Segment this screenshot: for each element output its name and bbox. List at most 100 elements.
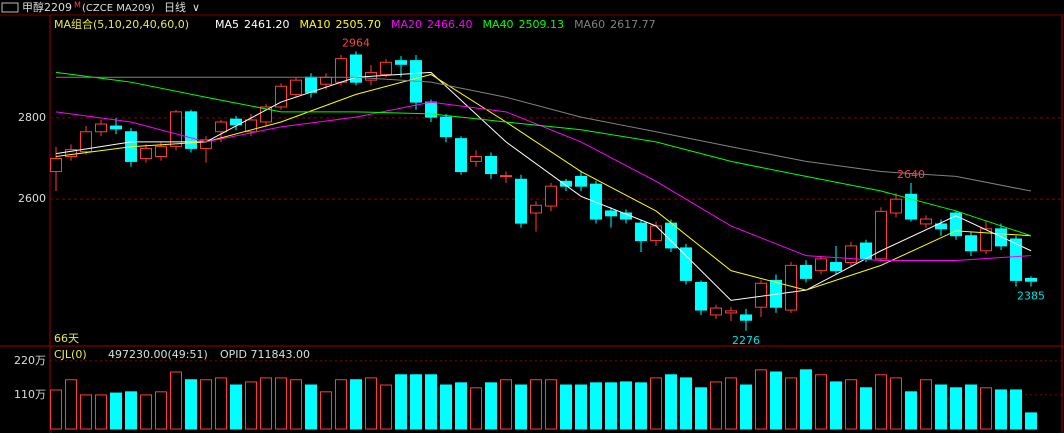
volume-opid: OPID 711843.00 (220, 348, 310, 361)
volume-bar (500, 379, 512, 430)
legend-name[interactable]: MA5 (215, 18, 239, 31)
ma-line (56, 76, 1032, 192)
volume-bar (320, 391, 332, 430)
volume-bar (695, 387, 707, 430)
y-tick-label: 220万 (14, 354, 46, 367)
volume-bar (815, 374, 827, 430)
legend-value: 2461.20 (244, 18, 290, 31)
candle-body (440, 116, 452, 138)
volume-bar (920, 379, 932, 430)
candle-body (650, 225, 662, 242)
volume-bar (935, 384, 947, 430)
candle-body (890, 198, 902, 214)
volume-bar (65, 379, 77, 430)
legend-name[interactable]: MA40 (483, 18, 514, 31)
candle-body (800, 264, 812, 279)
candle-body (485, 156, 497, 175)
volume-bar (185, 379, 197, 430)
volume-bar (155, 391, 167, 430)
candle-body (995, 228, 1007, 247)
candle-body (530, 204, 542, 214)
volume-bar (635, 382, 647, 430)
legend-name[interactable]: MA20 (391, 18, 422, 31)
volume-bar (290, 379, 302, 430)
volume-bar (1025, 412, 1037, 430)
candle-body (245, 119, 257, 133)
volume-bar (395, 374, 407, 430)
y-tick-label: 2800 (18, 111, 46, 124)
volume-bar (590, 382, 602, 430)
period[interactable]: 日线 (164, 0, 186, 14)
candle-body (935, 223, 947, 230)
candle-body (65, 149, 77, 158)
candle-body (335, 58, 347, 83)
legend-value: 2509.13 (519, 18, 565, 31)
volume-bar (605, 382, 617, 430)
candle-body (965, 235, 977, 252)
candle-body (50, 158, 62, 173)
volume-title[interactable]: CJL(0) (54, 348, 87, 361)
high-label: 2640 (897, 168, 925, 181)
candle-body (380, 61, 392, 75)
candle-body (710, 307, 722, 316)
candle-body (200, 139, 212, 149)
volume-bar (275, 377, 287, 430)
ma-line (55, 71, 1032, 237)
ma-line (55, 101, 1032, 262)
volume-bar (1010, 389, 1022, 430)
volume-bar (785, 377, 797, 430)
volume-bar (845, 379, 857, 430)
candle-body (845, 245, 857, 264)
candle-body (290, 79, 302, 95)
candle-body (980, 228, 992, 252)
candle-body (185, 111, 197, 149)
candle-body (470, 156, 482, 162)
volume-bar (110, 392, 122, 430)
candle-body (1025, 277, 1037, 282)
volume-bar (575, 384, 587, 430)
volume-bar (350, 379, 362, 430)
volume-bar (80, 394, 92, 430)
candle-body (830, 262, 842, 272)
legend-name[interactable]: MA60 (574, 18, 605, 31)
volume-bar (965, 384, 977, 430)
dropdown[interactable]: ∨ (192, 1, 200, 14)
high-label: 2964 (342, 36, 370, 49)
volume-bar (455, 382, 467, 430)
volume-bar (380, 384, 392, 430)
volume-bar (560, 384, 572, 430)
ma-line (55, 73, 1032, 291)
ma-title[interactable]: MA组合(5,10,20,40,60,0) (54, 17, 189, 31)
volume-bar (995, 389, 1007, 430)
volume-bar (95, 394, 107, 430)
candle-body (695, 281, 707, 311)
candle-body (560, 180, 572, 187)
candle-body (305, 76, 317, 93)
volume-bar (755, 369, 767, 430)
volume-bar (905, 391, 917, 430)
candle-body (545, 185, 557, 207)
volume-bar (800, 369, 812, 430)
volume-bar (200, 379, 212, 430)
volume-bar (515, 384, 527, 430)
icon[interactable] (1, 2, 19, 13)
symbol-mark: M (74, 1, 81, 10)
symbol-name: 甲醇2209 (22, 0, 72, 14)
candle-body (680, 247, 692, 281)
y-tick-label: 110万 (14, 388, 46, 401)
volume-bar (545, 379, 557, 430)
candle-body (425, 101, 437, 118)
candle-body (155, 145, 167, 158)
candle-body (920, 218, 932, 225)
volume-bar (125, 391, 137, 430)
symbol-code: (CZCE MA209) (82, 3, 155, 14)
candle-body (260, 106, 272, 123)
volume-bar (425, 374, 437, 430)
legend-value: 2466.40 (427, 18, 473, 31)
candle-body (515, 178, 527, 224)
volume-bar (725, 377, 737, 430)
volume-bar (245, 381, 257, 430)
legend-name[interactable]: MA10 (300, 18, 331, 31)
